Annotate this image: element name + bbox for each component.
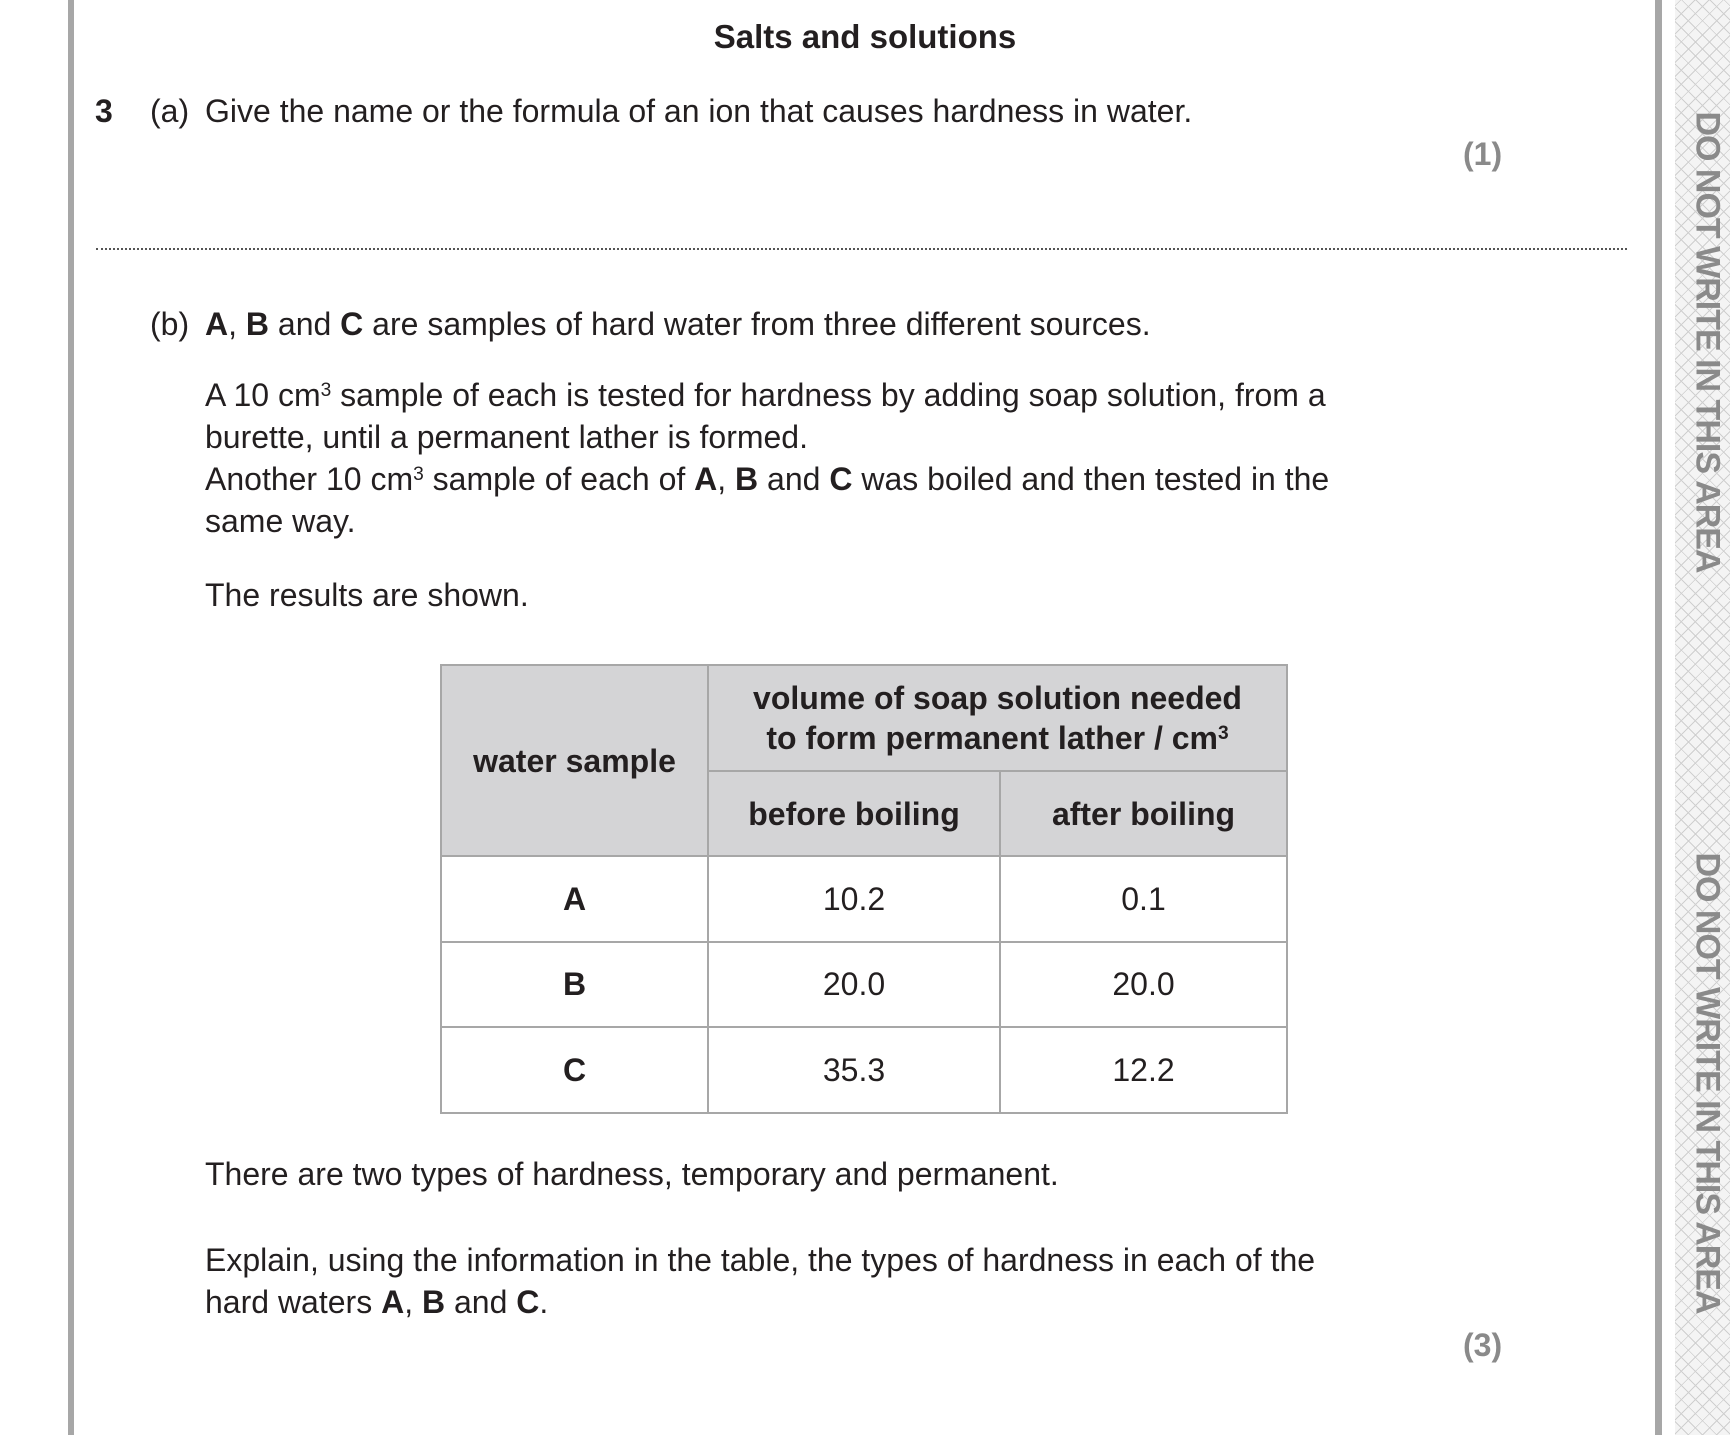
answer-line[interactable] [96, 248, 1627, 250]
margin-hatched-strip [1675, 0, 1730, 1435]
table-row: A 10.2 0.1 [440, 855, 1288, 943]
results-table: water sample volume of soap solution nee… [440, 664, 1288, 1114]
header-before-boiling: before boiling [707, 770, 1001, 857]
part-a-marks: (1) [1463, 136, 1503, 172]
part-b-label: (b) [150, 306, 190, 342]
header-after-boiling: after boiling [999, 770, 1288, 857]
part-a-text: Give the name or the formula of an ion t… [205, 93, 1193, 129]
question-number: 3 [95, 93, 113, 129]
header-water-sample: water sample [440, 664, 709, 857]
explain-prompt: Explain, using the information in the ta… [205, 1242, 1316, 1320]
part-b-method: A 10 cm3 sample of each is tested for ha… [205, 377, 1330, 539]
left-margin-bar [68, 0, 74, 1435]
table-row: B 20.0 20.0 [440, 941, 1288, 1028]
results-intro: The results are shown. [205, 577, 529, 613]
table-row: C 35.3 12.2 [440, 1026, 1288, 1114]
page-title: Salts and solutions [713, 18, 1017, 55]
part-b-intro: A, B and C are samples of hard water fro… [205, 306, 1151, 342]
part-a-label: (a) [150, 93, 190, 129]
part-b-marks: (3) [1463, 1327, 1503, 1363]
right-margin-bar [1655, 0, 1662, 1435]
header-volume: volume of soap solution needed to form pe… [707, 664, 1288, 772]
hardness-types-text: There are two types of hardness, tempora… [205, 1156, 1059, 1192]
